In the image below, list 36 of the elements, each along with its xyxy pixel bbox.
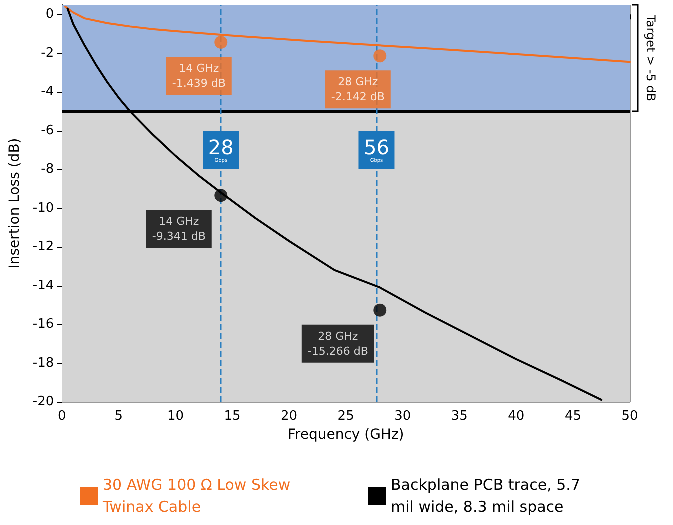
x-tick-label: 45 <box>564 409 582 424</box>
y-tick-label: -10 <box>32 200 54 216</box>
point <box>374 304 387 317</box>
data-label: 28 GHz -2.142 dB <box>331 76 385 104</box>
y-tick-label: -20 <box>32 394 54 410</box>
y-tick-label: -16 <box>32 317 54 332</box>
x-tick-label: 20 <box>281 409 298 424</box>
x-tick-label: 15 <box>224 409 241 424</box>
x-tick-label: 30 <box>394 409 412 424</box>
point <box>374 50 387 63</box>
x-tick-label: 35 <box>451 409 468 424</box>
y-tick-label: -12 <box>32 240 54 255</box>
x-tick-label: 10 <box>167 409 184 424</box>
point <box>214 189 228 202</box>
y-tick-label: -18 <box>32 356 54 371</box>
data-label: 28 GHz -15.266 dB <box>308 330 368 358</box>
data-label: 14 GHz -9.341 dB <box>152 215 206 244</box>
y-axis-title: Insertion Loss (dB) <box>7 138 23 269</box>
y-tick-label: -2 <box>41 46 54 61</box>
x-axis-title: Frequency (GHz) <box>288 426 404 443</box>
x-tick-label: 5 <box>114 409 124 424</box>
point <box>214 36 228 50</box>
y-tick-label: -4 <box>41 84 54 100</box>
y-tick-label: -6 <box>41 123 54 138</box>
x-tick-label: 40 <box>508 409 525 424</box>
legend-label: 30 AWG 100 Ω Low Skew Twinax Cable <box>102 476 296 516</box>
y-tick-label: -8 <box>41 162 54 178</box>
x-tick-label: 25 <box>338 409 354 424</box>
y-tick-label: 0 <box>46 7 54 22</box>
band-label: Target > -5 dB <box>644 14 658 102</box>
x-tick-label: 50 <box>622 409 638 424</box>
data-label: 14 GHz -1.439 dB <box>172 62 226 90</box>
x-tick-label: 0 <box>58 409 66 424</box>
line-series <box>64 6 631 64</box>
y-tick-label: -14 <box>32 278 54 294</box>
legend-label: Backplane PCB trace, 5.7 mil wide, 8.3 mil space <box>391 476 586 516</box>
